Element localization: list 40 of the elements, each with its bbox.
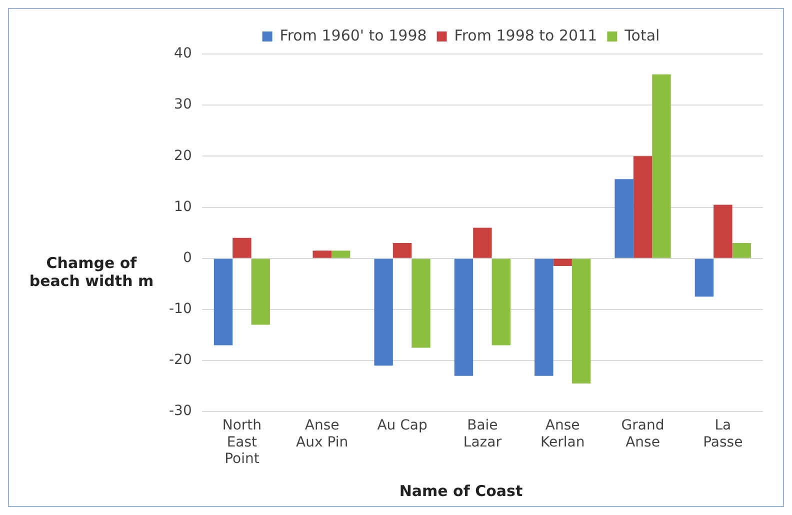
bar xyxy=(392,243,412,258)
bar xyxy=(232,238,252,258)
bar xyxy=(312,250,332,258)
y-tick-label: 30 xyxy=(174,96,192,113)
legend-label: From 1960' to 1998 xyxy=(280,26,427,44)
bar xyxy=(714,204,732,258)
x-tick-label: Au Cap xyxy=(377,418,428,434)
x-axis-title: Name of Coast xyxy=(398,482,524,500)
y-tick-label: 20 xyxy=(174,148,192,164)
y-tick-label: 0 xyxy=(182,250,192,266)
x-tick-label: North East Point xyxy=(222,418,262,468)
legend-label: Total xyxy=(624,26,660,44)
bar xyxy=(732,243,751,258)
bar xyxy=(572,258,591,384)
y-tick-label: 10 xyxy=(174,198,192,215)
bar xyxy=(454,258,474,376)
bar xyxy=(374,258,393,366)
bar xyxy=(412,258,430,348)
bar xyxy=(331,250,350,258)
bar xyxy=(473,228,492,258)
bar xyxy=(694,258,714,297)
bar xyxy=(214,258,233,346)
y-tick-label: 40 xyxy=(174,46,192,62)
bar xyxy=(534,258,554,376)
y-axis-title: Chamge of beach width m xyxy=(29,254,154,290)
y-tick-label: -30 xyxy=(168,403,192,420)
bar xyxy=(652,74,671,258)
bar xyxy=(251,258,270,325)
x-tick-label: Grand Anse xyxy=(621,418,664,450)
y-tick-label: -10 xyxy=(168,301,192,318)
y-tick-label: -20 xyxy=(168,352,192,368)
x-tick-label: Anse Aux Pin xyxy=(296,418,348,450)
x-tick-label: La Passe xyxy=(703,418,743,450)
x-tick-label: Baie Lazar xyxy=(463,418,502,450)
x-tick-label: Anse Kerlan xyxy=(540,418,585,450)
legend-label: From 1998 to 2011 xyxy=(454,26,598,44)
bar xyxy=(614,179,634,258)
bar xyxy=(553,258,572,266)
bar xyxy=(492,258,510,346)
bar xyxy=(633,156,652,258)
